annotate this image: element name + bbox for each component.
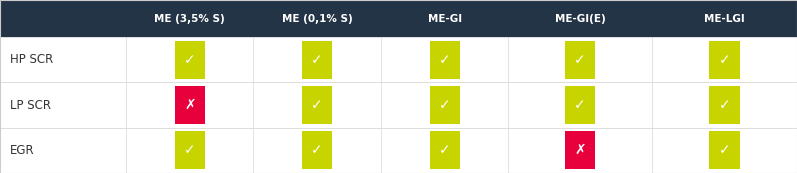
Bar (175, 41, 205, 79)
Bar (0, 83, 797, 128)
Text: LP SCR: LP SCR (10, 99, 50, 112)
Text: HP SCR: HP SCR (10, 53, 53, 66)
Bar (430, 86, 460, 124)
Bar (0, 128, 797, 173)
Text: ✓: ✓ (312, 53, 323, 67)
Bar (175, 131, 205, 169)
Text: ✓: ✓ (312, 98, 323, 112)
Text: ✓: ✓ (719, 98, 730, 112)
Text: ME-GI(E): ME-GI(E) (555, 14, 606, 24)
Text: ✓: ✓ (184, 53, 195, 67)
Text: ✓: ✓ (312, 143, 323, 157)
Text: ME (0,1% S): ME (0,1% S) (282, 14, 352, 24)
Text: ✓: ✓ (575, 53, 586, 67)
Text: ✓: ✓ (719, 143, 730, 157)
Text: ✗: ✗ (184, 98, 195, 112)
Text: ✓: ✓ (439, 98, 450, 112)
Bar (0, 0, 797, 37)
Bar (565, 131, 595, 169)
Bar (430, 131, 460, 169)
Text: ✓: ✓ (719, 53, 730, 67)
Bar (302, 41, 332, 79)
Bar (430, 41, 460, 79)
Text: EGR: EGR (10, 144, 34, 157)
Bar (709, 131, 740, 169)
Text: ✗: ✗ (575, 143, 586, 157)
Bar (175, 86, 205, 124)
Text: ME-GI: ME-GI (428, 14, 461, 24)
Bar (0, 37, 797, 83)
Text: ✓: ✓ (439, 53, 450, 67)
Text: ✓: ✓ (184, 143, 195, 157)
Text: ✓: ✓ (439, 143, 450, 157)
Bar (709, 41, 740, 79)
Bar (302, 131, 332, 169)
Bar (302, 86, 332, 124)
Bar (565, 86, 595, 124)
Text: ✓: ✓ (575, 98, 586, 112)
Text: ME (3,5% S): ME (3,5% S) (155, 14, 225, 24)
Text: ME-LGI: ME-LGI (704, 14, 745, 24)
Bar (709, 86, 740, 124)
Bar (565, 41, 595, 79)
